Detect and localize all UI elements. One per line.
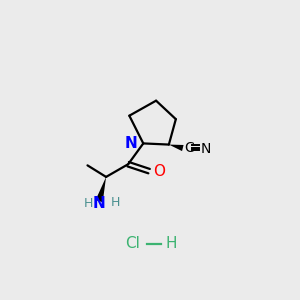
Text: H: H [84, 197, 93, 210]
Text: C: C [184, 141, 194, 154]
Polygon shape [169, 145, 184, 151]
Text: O: O [153, 164, 165, 178]
Text: N: N [125, 136, 137, 152]
Polygon shape [95, 177, 106, 202]
Text: H: H [110, 196, 120, 209]
Text: N: N [200, 142, 211, 156]
Text: N: N [93, 196, 106, 211]
Text: H: H [165, 236, 177, 251]
Text: Cl: Cl [125, 236, 140, 251]
